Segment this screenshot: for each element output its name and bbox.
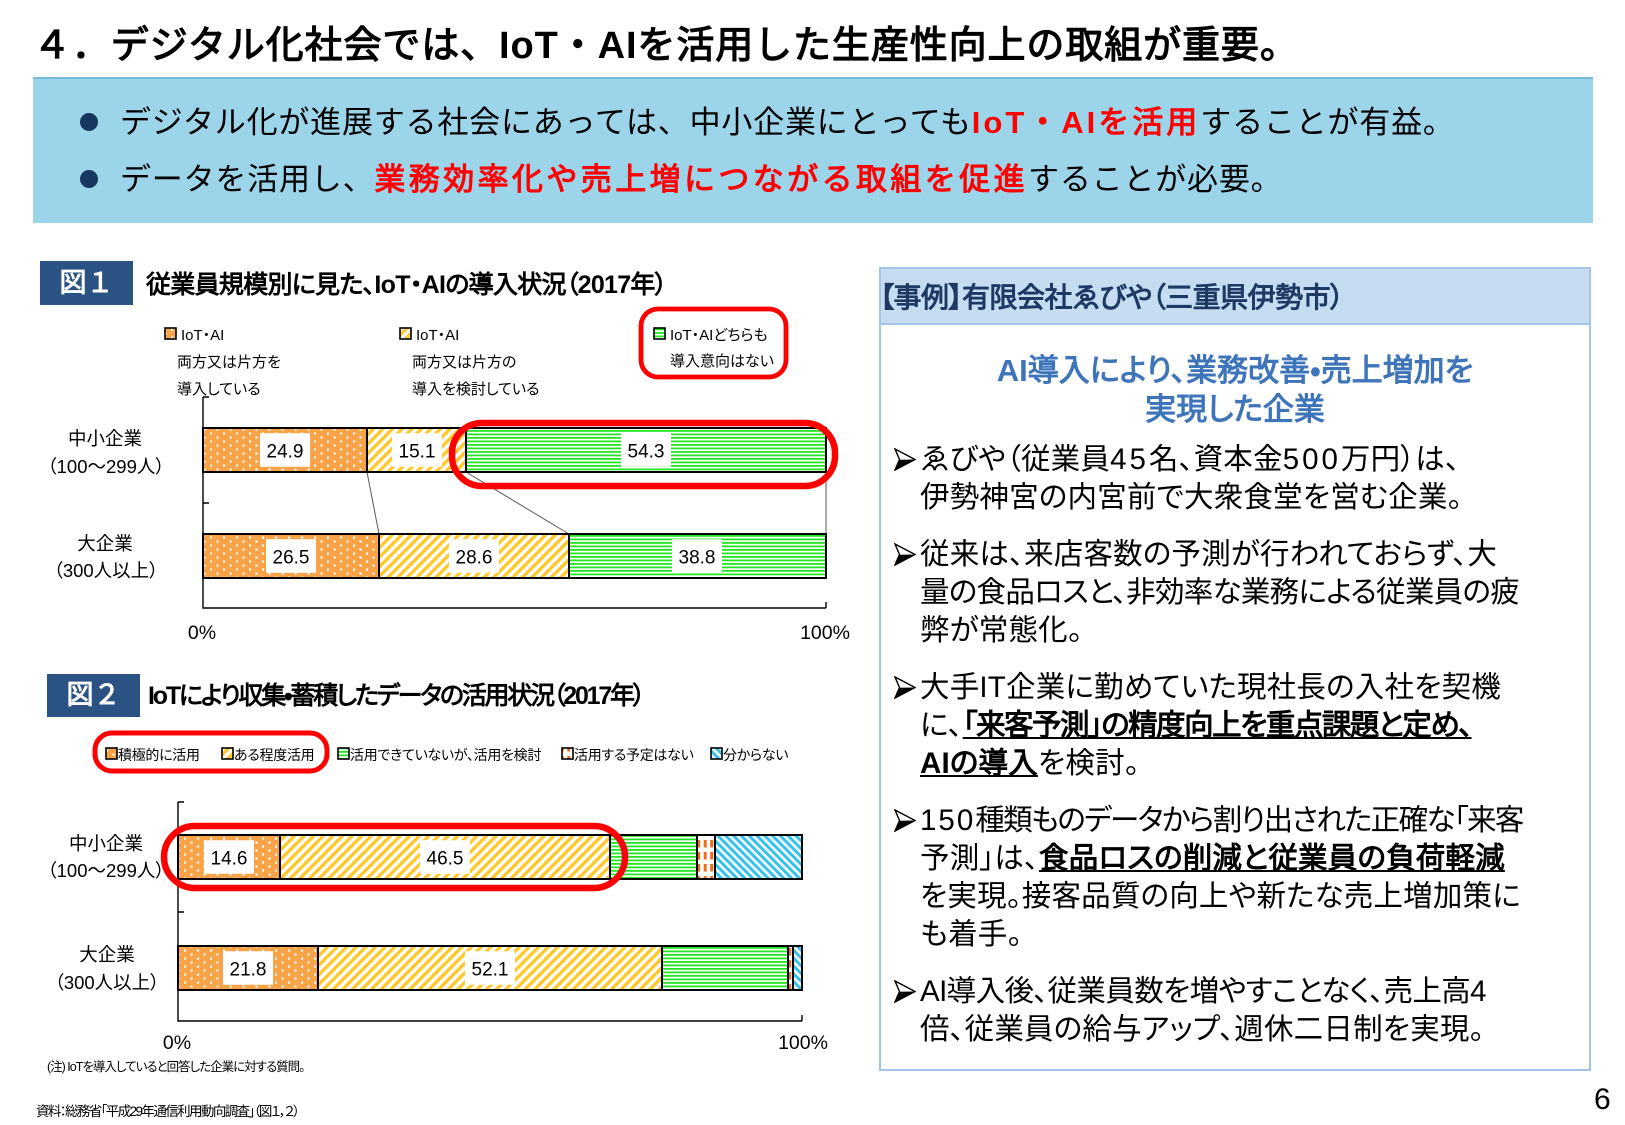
svg-text:（100〜299人）: （100〜299人）: [47, 860, 164, 881]
svg-text:24.9: 24.9: [267, 442, 304, 463]
svg-text:大企業: 大企業: [79, 944, 135, 965]
svg-text:（100〜299人）: （100〜299人）: [47, 456, 164, 477]
svg-text:54.3: 54.3: [628, 442, 665, 463]
svg-text:大企業: 大企業: [77, 533, 133, 554]
svg-text:（300人以上）: （300人以上）: [55, 972, 160, 993]
svg-text:0%: 0%: [188, 622, 216, 644]
svg-text:100%: 100%: [778, 1032, 828, 1054]
svg-text:活用する予定はない: 活用する予定はない: [574, 747, 693, 763]
svg-text:15.1: 15.1: [399, 442, 436, 463]
svg-text:38.8: 38.8: [679, 548, 716, 569]
svg-text:活用できていないが、活用を検討: 活用できていないが、活用を検討: [350, 747, 541, 763]
svg-text:52.1: 52.1: [472, 960, 509, 981]
svg-text:導入している: 導入している: [177, 381, 261, 398]
svg-text:（300人以上）: （300人以上）: [54, 560, 159, 581]
svg-text:中小企業: 中小企業: [69, 833, 143, 854]
svg-text:IoT・AI: IoT・AI: [181, 327, 224, 344]
svg-text:積極的に活用: 積極的に活用: [118, 747, 200, 763]
svg-text:分からない: 分からない: [723, 747, 788, 763]
svg-text:導入意向はない: 導入意向はない: [670, 353, 774, 370]
svg-text:IoT・AI: IoT・AI: [416, 327, 459, 344]
svg-text:21.8: 21.8: [230, 960, 267, 981]
svg-text:14.6: 14.6: [211, 849, 248, 870]
svg-text:導入を検討している: 導入を検討している: [412, 381, 539, 398]
svg-text:中小企業: 中小企業: [68, 428, 142, 449]
svg-text:IoT・AIどちらも: IoT・AIどちらも: [670, 327, 768, 344]
svg-text:46.5: 46.5: [427, 849, 464, 870]
svg-text:100%: 100%: [800, 622, 850, 644]
svg-text:両方又は片方を: 両方又は片方を: [177, 354, 281, 371]
svg-text:両方又は片方の: 両方又は片方の: [412, 354, 516, 371]
svg-text:0%: 0%: [163, 1032, 191, 1054]
svg-text:ある程度活用: ある程度活用: [234, 747, 314, 763]
svg-text:26.5: 26.5: [273, 548, 310, 569]
svg-text:28.6: 28.6: [456, 548, 493, 569]
